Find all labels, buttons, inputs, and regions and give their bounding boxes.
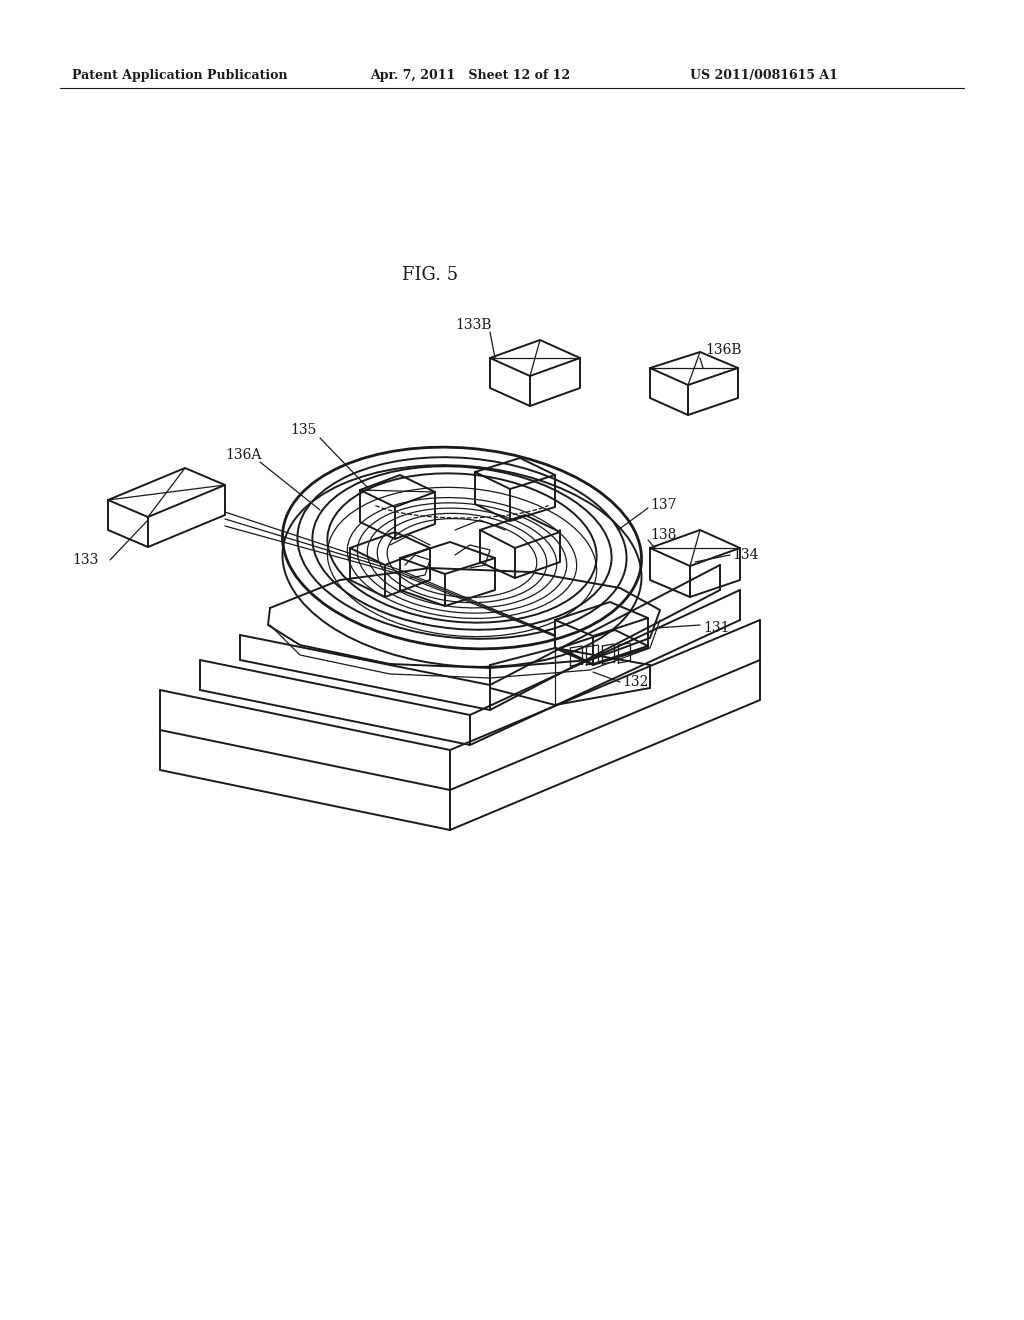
Text: 133B: 133B [455,318,492,333]
Text: 134: 134 [732,548,759,562]
Text: 135: 135 [290,422,316,437]
Text: Patent Application Publication: Patent Application Publication [72,69,288,82]
Text: 136A: 136A [225,447,261,462]
Text: FIG. 5: FIG. 5 [402,267,458,284]
Text: 131: 131 [703,620,729,635]
Text: 137: 137 [650,498,677,512]
Text: 138: 138 [650,528,677,543]
Text: US 2011/0081615 A1: US 2011/0081615 A1 [690,69,838,82]
Text: 136B: 136B [705,343,741,356]
Text: 133: 133 [72,553,98,568]
Text: Apr. 7, 2011   Sheet 12 of 12: Apr. 7, 2011 Sheet 12 of 12 [370,69,570,82]
Text: 132: 132 [622,675,648,689]
